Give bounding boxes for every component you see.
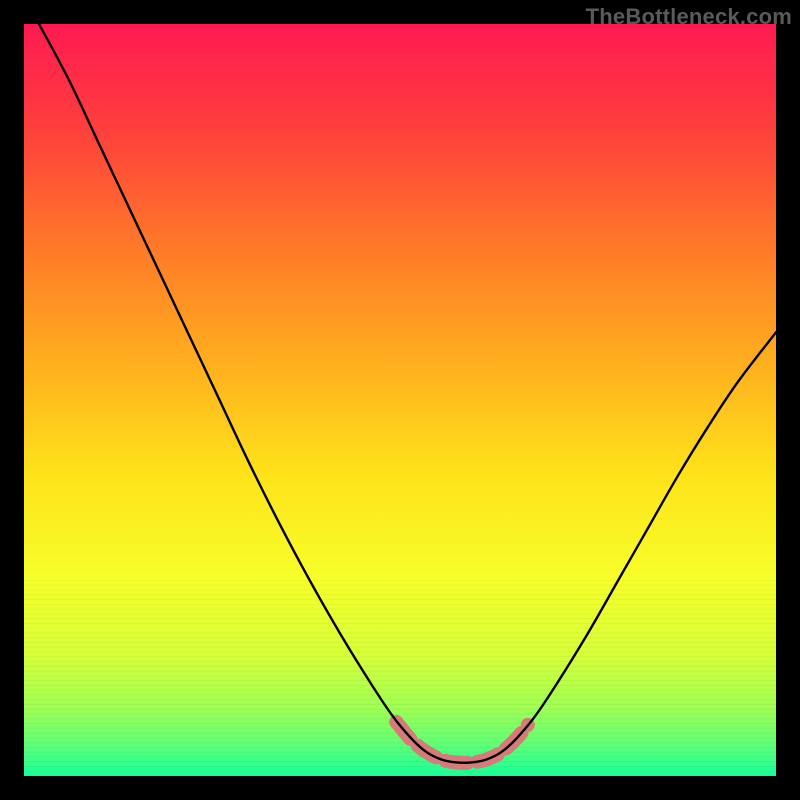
chart-svg [24, 24, 776, 776]
chart-frame: TheBottleneck.com [0, 0, 800, 800]
plot-area [24, 24, 776, 776]
watermark-text: TheBottleneck.com [586, 4, 792, 30]
gradient-background [24, 24, 776, 776]
